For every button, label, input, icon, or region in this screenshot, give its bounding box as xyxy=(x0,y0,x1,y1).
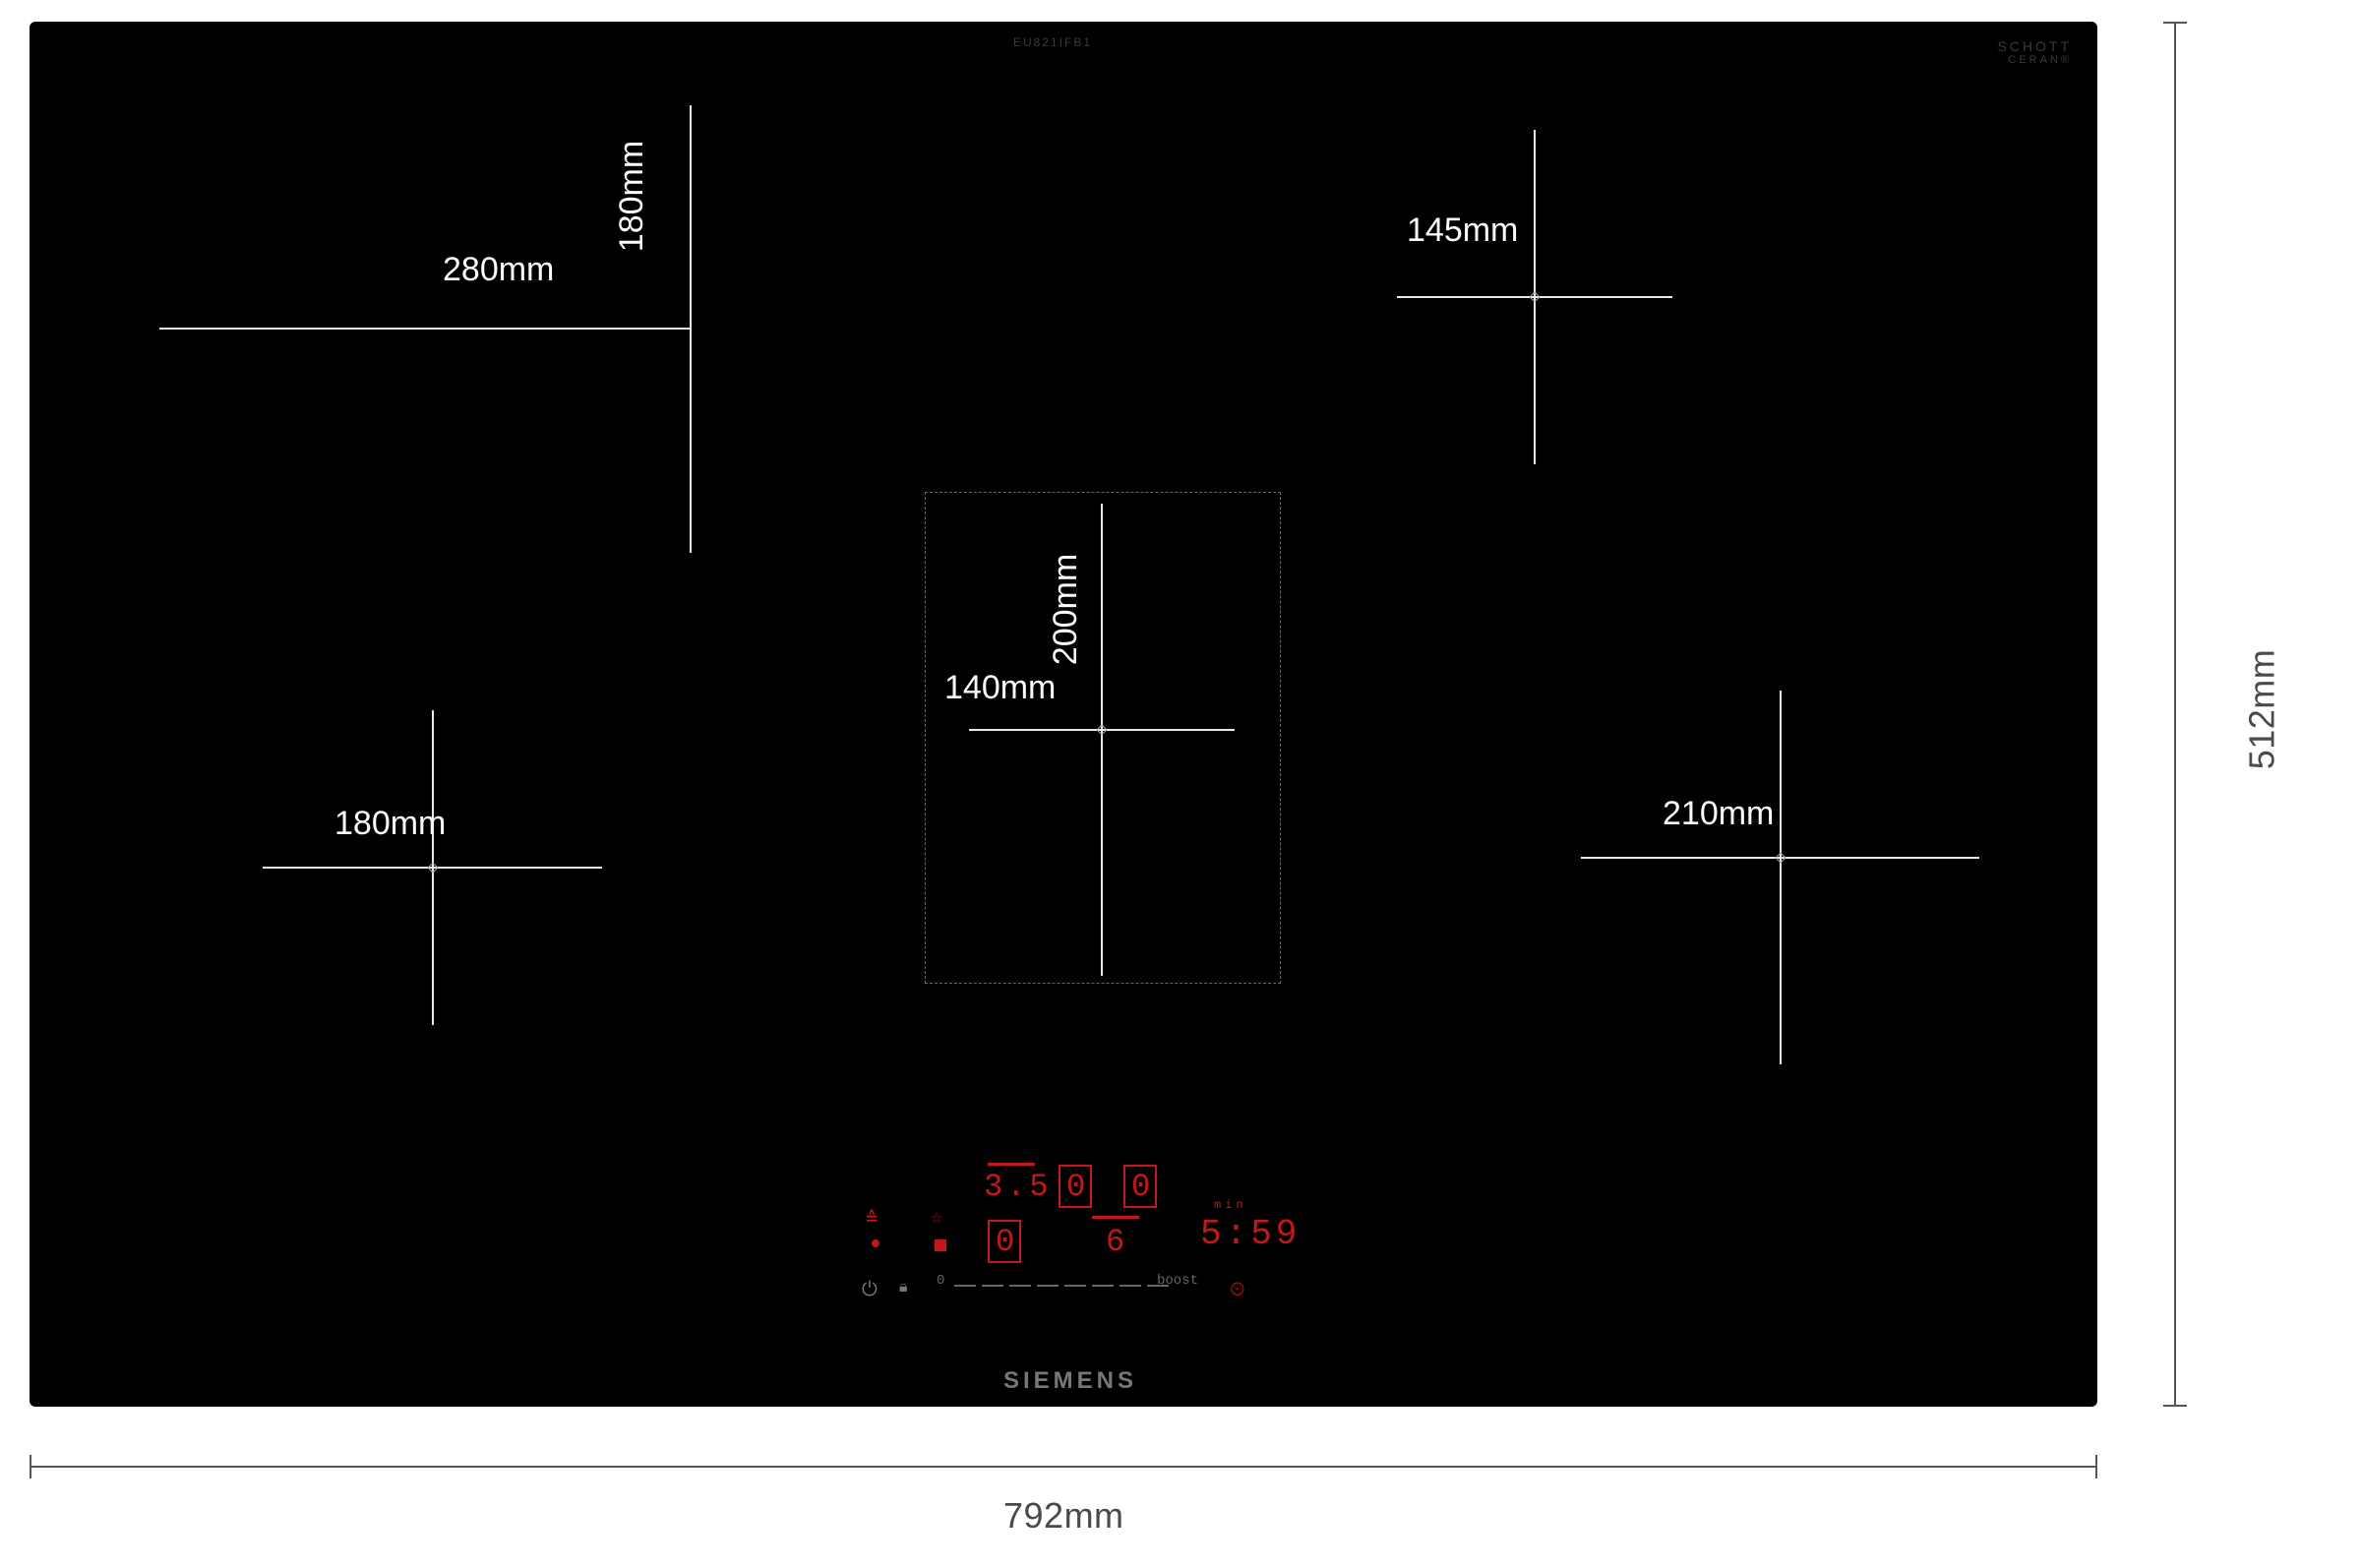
zone-top-right-hlabel: 145mm xyxy=(1407,211,1518,250)
timer-display[interactable]: 5:59 xyxy=(1200,1214,1301,1254)
zone-bottom-right-vline xyxy=(1780,691,1782,1064)
zone-top-left-hline xyxy=(159,328,691,330)
display-row2-left: 0 xyxy=(996,1224,1018,1260)
schott-ceran-logo: SCHOTT CERAN® xyxy=(1997,39,2072,66)
slider-min-label: 0 xyxy=(937,1273,944,1289)
control-panel: ≙ ⏻ 🔒︎ ☆ 3.5 0 0 0 6 min 5:59 ⏲ 0 xyxy=(866,1163,1456,1340)
timer-label: min xyxy=(1214,1198,1247,1212)
zone-top-left-vline xyxy=(690,105,692,553)
zone-top-left-hlabel: 280mm xyxy=(443,251,554,289)
zone-bottom-right-mark xyxy=(1775,852,1786,863)
model-number: EU821IFB1 xyxy=(1013,35,1092,49)
zone-center-hlabel: 140mm xyxy=(944,669,1056,707)
stage: EU821IFB1 SCHOTT CERAN® 280mm 180mm 145m… xyxy=(0,0,2361,1568)
schott-line2: CERAN® xyxy=(1997,54,2072,66)
zone-top-left-vlabel: 180mm xyxy=(613,141,651,252)
clock-icon[interactable]: ⏲ xyxy=(1230,1279,1245,1302)
outer-width-bar xyxy=(30,1466,2097,1468)
display-row1-left[interactable]: 3.5 xyxy=(984,1169,1053,1205)
slider-max-label: boost xyxy=(1157,1273,1198,1289)
zone-bottom-left-mark xyxy=(427,862,438,873)
schott-line1: SCHOTT xyxy=(1997,39,2072,54)
outer-height-label: 512mm xyxy=(2241,649,2282,770)
zone-bottom-left-hlabel: 180mm xyxy=(334,805,446,843)
display-row2-rightbar xyxy=(1092,1216,1139,1219)
lock-icon[interactable]: 🔒︎ xyxy=(899,1279,908,1297)
display-row1-right: 0 xyxy=(1131,1169,1154,1205)
power-slider[interactable] xyxy=(954,1285,1180,1287)
brand-logo: SIEMENS xyxy=(1003,1367,1137,1395)
zone-center-outline xyxy=(925,492,1281,984)
zone-center-vlabel: 200mm xyxy=(1047,554,1085,665)
display-topbar-1 xyxy=(988,1163,1035,1166)
zone-bottom-right-hlabel: 210mm xyxy=(1663,795,1774,833)
outer-width-label: 792mm xyxy=(1003,1495,1124,1537)
zone-top-right-mark xyxy=(1529,291,1540,302)
indicator-dot xyxy=(872,1239,879,1247)
power-icon[interactable]: ⏻ xyxy=(862,1279,878,1302)
star-icon[interactable]: ☆ xyxy=(931,1204,942,1230)
outer-height-bar xyxy=(2174,22,2176,1407)
wifi-icon[interactable]: ≙ xyxy=(866,1206,878,1232)
display-row2-right[interactable]: 6 xyxy=(1106,1224,1128,1260)
display-row1-mid: 0 xyxy=(1066,1169,1089,1205)
hob-surface: EU821IFB1 SCHOTT CERAN® 280mm 180mm 145m… xyxy=(30,22,2097,1407)
stop-icon[interactable] xyxy=(935,1239,946,1251)
zone-center-vline xyxy=(1101,504,1103,976)
